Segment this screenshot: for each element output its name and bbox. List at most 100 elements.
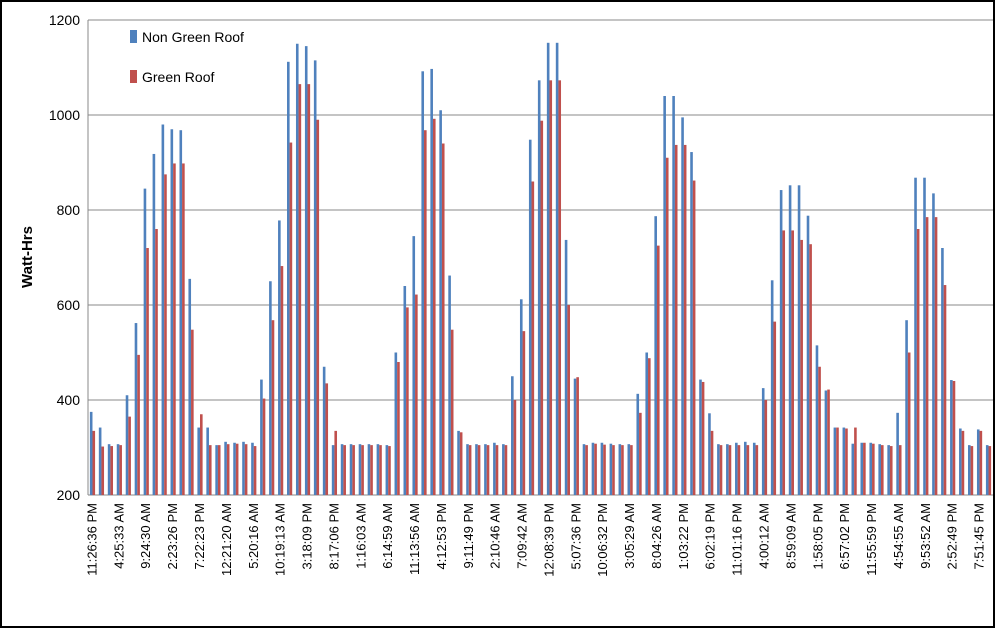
bar	[406, 307, 409, 495]
x-tick-label: 7:51:45 PM	[972, 503, 987, 570]
bar	[448, 275, 451, 495]
bar	[513, 400, 517, 495]
bar	[522, 331, 526, 495]
bar	[89, 411, 93, 495]
bar	[385, 445, 389, 495]
bar	[260, 379, 263, 495]
bar	[648, 358, 651, 495]
bar	[370, 445, 373, 495]
bar	[594, 443, 597, 495]
bar	[869, 442, 873, 495]
x-tick-label: 12:21:20 AM	[219, 503, 234, 576]
bar	[361, 445, 364, 495]
bar	[459, 432, 463, 495]
bar	[800, 239, 803, 495]
bar	[403, 286, 407, 495]
bar	[988, 446, 992, 495]
bar	[477, 445, 481, 495]
bar	[289, 142, 293, 496]
bar	[645, 352, 649, 495]
y-tick-label: 600	[57, 297, 81, 313]
bar	[737, 445, 741, 495]
bar	[806, 215, 810, 495]
bar	[549, 80, 553, 495]
bar	[161, 124, 165, 495]
bar	[674, 144, 678, 496]
bar	[878, 444, 881, 495]
bar	[110, 446, 114, 495]
bar	[710, 430, 714, 495]
bar	[367, 444, 371, 495]
x-tick-label: 6:57:02 PM	[837, 503, 852, 570]
bar	[934, 217, 938, 495]
bar	[206, 427, 209, 495]
bar	[818, 366, 821, 495]
bar	[322, 366, 326, 495]
bar	[98, 427, 102, 495]
bar	[430, 68, 433, 496]
bar	[394, 352, 398, 495]
bar	[985, 445, 989, 495]
bar	[663, 96, 666, 495]
bar	[967, 445, 971, 495]
bar	[932, 193, 935, 495]
bar	[502, 444, 505, 495]
bar	[842, 427, 846, 495]
bar	[603, 444, 606, 495]
bar	[173, 163, 176, 495]
bar	[764, 400, 768, 495]
bar	[262, 398, 266, 495]
bar	[654, 216, 657, 496]
bar	[573, 378, 577, 495]
bar	[128, 416, 131, 495]
x-tick-label: 9:24:30 AM	[138, 503, 153, 569]
bar	[854, 427, 857, 495]
bar	[755, 445, 759, 495]
bar	[564, 239, 568, 495]
bar	[349, 444, 353, 495]
legend-swatch	[130, 30, 137, 43]
bar	[761, 388, 765, 495]
bar	[441, 143, 445, 495]
y-tick-label: 1200	[49, 12, 80, 28]
bar	[92, 430, 96, 495]
bar	[179, 130, 183, 495]
x-tick-label: 1:03:22 PM	[676, 503, 691, 570]
bar	[146, 248, 149, 495]
bar	[457, 430, 460, 495]
bar	[531, 181, 535, 495]
x-tick-label: 11:01:16 PM	[730, 503, 745, 576]
bar	[137, 354, 140, 495]
legend-swatch	[130, 70, 137, 83]
bar	[770, 280, 774, 495]
bar	[889, 446, 893, 495]
x-tick-label: 2:52:49 PM	[945, 503, 960, 570]
bar	[495, 445, 499, 495]
x-tick-label: 4:00:12 AM	[757, 503, 772, 569]
bar	[728, 445, 732, 495]
x-tick-label: 12:08:39 PM	[541, 503, 556, 577]
bar	[208, 445, 212, 495]
bar	[493, 442, 496, 495]
bar	[226, 444, 230, 495]
x-tick-label: 1:58:05 PM	[810, 503, 825, 570]
bar	[582, 444, 586, 495]
bar	[699, 379, 702, 495]
x-tick-label: 1:16:03 AM	[353, 503, 368, 569]
bar	[325, 383, 329, 495]
bar	[558, 80, 562, 495]
bar	[484, 444, 487, 495]
bar	[215, 445, 218, 495]
bar	[358, 444, 362, 495]
bar	[970, 446, 974, 495]
bar	[540, 120, 544, 495]
bar	[872, 443, 875, 495]
bar	[421, 71, 425, 496]
bar	[298, 84, 302, 495]
bar	[182, 163, 185, 495]
bar	[388, 446, 391, 495]
bar	[717, 444, 720, 495]
bar	[896, 412, 899, 495]
bar	[600, 442, 604, 495]
bar	[827, 389, 830, 495]
